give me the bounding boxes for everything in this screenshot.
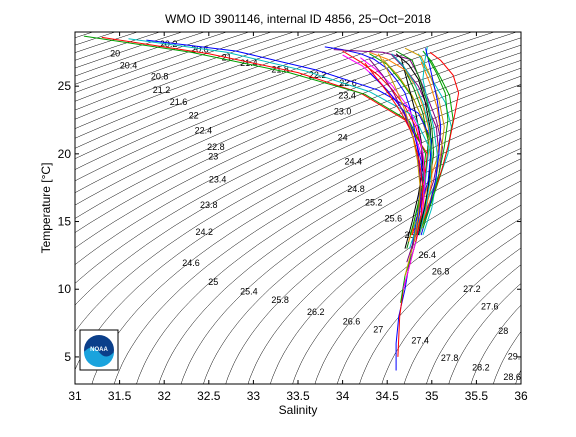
density-label: 26.8 [432, 266, 450, 276]
density-label: 20 [110, 48, 120, 58]
density-label: 28.6 [503, 372, 521, 382]
density-label: 23 [208, 151, 218, 161]
density-label: 24.8 [347, 184, 365, 194]
x-tick-label: 35.5 [465, 389, 489, 403]
density-label: 23.4 [209, 174, 227, 184]
x-tick-label: 34 [336, 389, 350, 403]
density-label: 26.2 [307, 307, 325, 317]
density-label: 22.4 [195, 126, 213, 136]
density-label: 27.8 [441, 353, 459, 363]
x-tick-label: 32 [158, 389, 172, 403]
x-tick-label: 36 [514, 389, 528, 403]
y-axis-label: Temperature [°C] [39, 163, 53, 254]
y-tick-label: 15 [58, 215, 72, 229]
density-label: 27.2 [463, 284, 481, 294]
density-label: 24.6 [182, 258, 200, 268]
density-label: 25.8 [271, 295, 289, 305]
density-label: 28 [498, 326, 508, 336]
density-label: 23.8 [200, 200, 218, 210]
x-tick-label: 32.5 [197, 389, 221, 403]
y-tick-label: 20 [58, 147, 72, 161]
density-label: 22.8 [207, 142, 225, 152]
density-label: 25.6 [385, 214, 403, 224]
density-label: 26.6 [343, 316, 361, 326]
density-label: 25.4 [240, 287, 258, 297]
y-tick-label: 5 [64, 350, 71, 364]
density-label: 26.4 [419, 250, 437, 260]
density-label: 24.4 [345, 157, 363, 167]
density-label: 27.4 [411, 335, 429, 345]
noaa-logo: NOAA [80, 330, 118, 370]
x-tick-label: 31 [68, 389, 82, 403]
y-tick-label: 25 [58, 79, 72, 93]
density-label: 25 [208, 277, 218, 287]
density-label: 20.4 [120, 61, 138, 71]
x-tick-label: 31.5 [108, 389, 132, 403]
x-tick-label: 33 [247, 389, 261, 403]
x-tick-label: 35 [425, 389, 439, 403]
x-axis-label: Salinity [279, 403, 318, 417]
density-label: 23.0 [334, 107, 352, 117]
density-label: 28.2 [472, 363, 490, 373]
x-tick-label: 33.5 [286, 389, 310, 403]
y-tick-label: 10 [58, 282, 72, 296]
chart-title: WMO ID 3901146, internal ID 4856, 25−Oct… [165, 12, 431, 26]
density-label: 27.6 [481, 302, 499, 312]
logo-text: NOAA [90, 347, 108, 353]
density-label: 21.6 [170, 97, 188, 107]
density-label: 22 [189, 111, 199, 121]
density-label: 20.8 [151, 71, 169, 81]
density-label: 25.2 [365, 197, 383, 207]
density-label: 24.2 [196, 227, 214, 237]
x-tick-label: 34.5 [376, 389, 400, 403]
density-label: 27 [373, 325, 383, 335]
density-label: 24 [338, 132, 348, 142]
density-label: 21.2 [153, 85, 171, 95]
density-label: 23.4 [338, 90, 356, 100]
